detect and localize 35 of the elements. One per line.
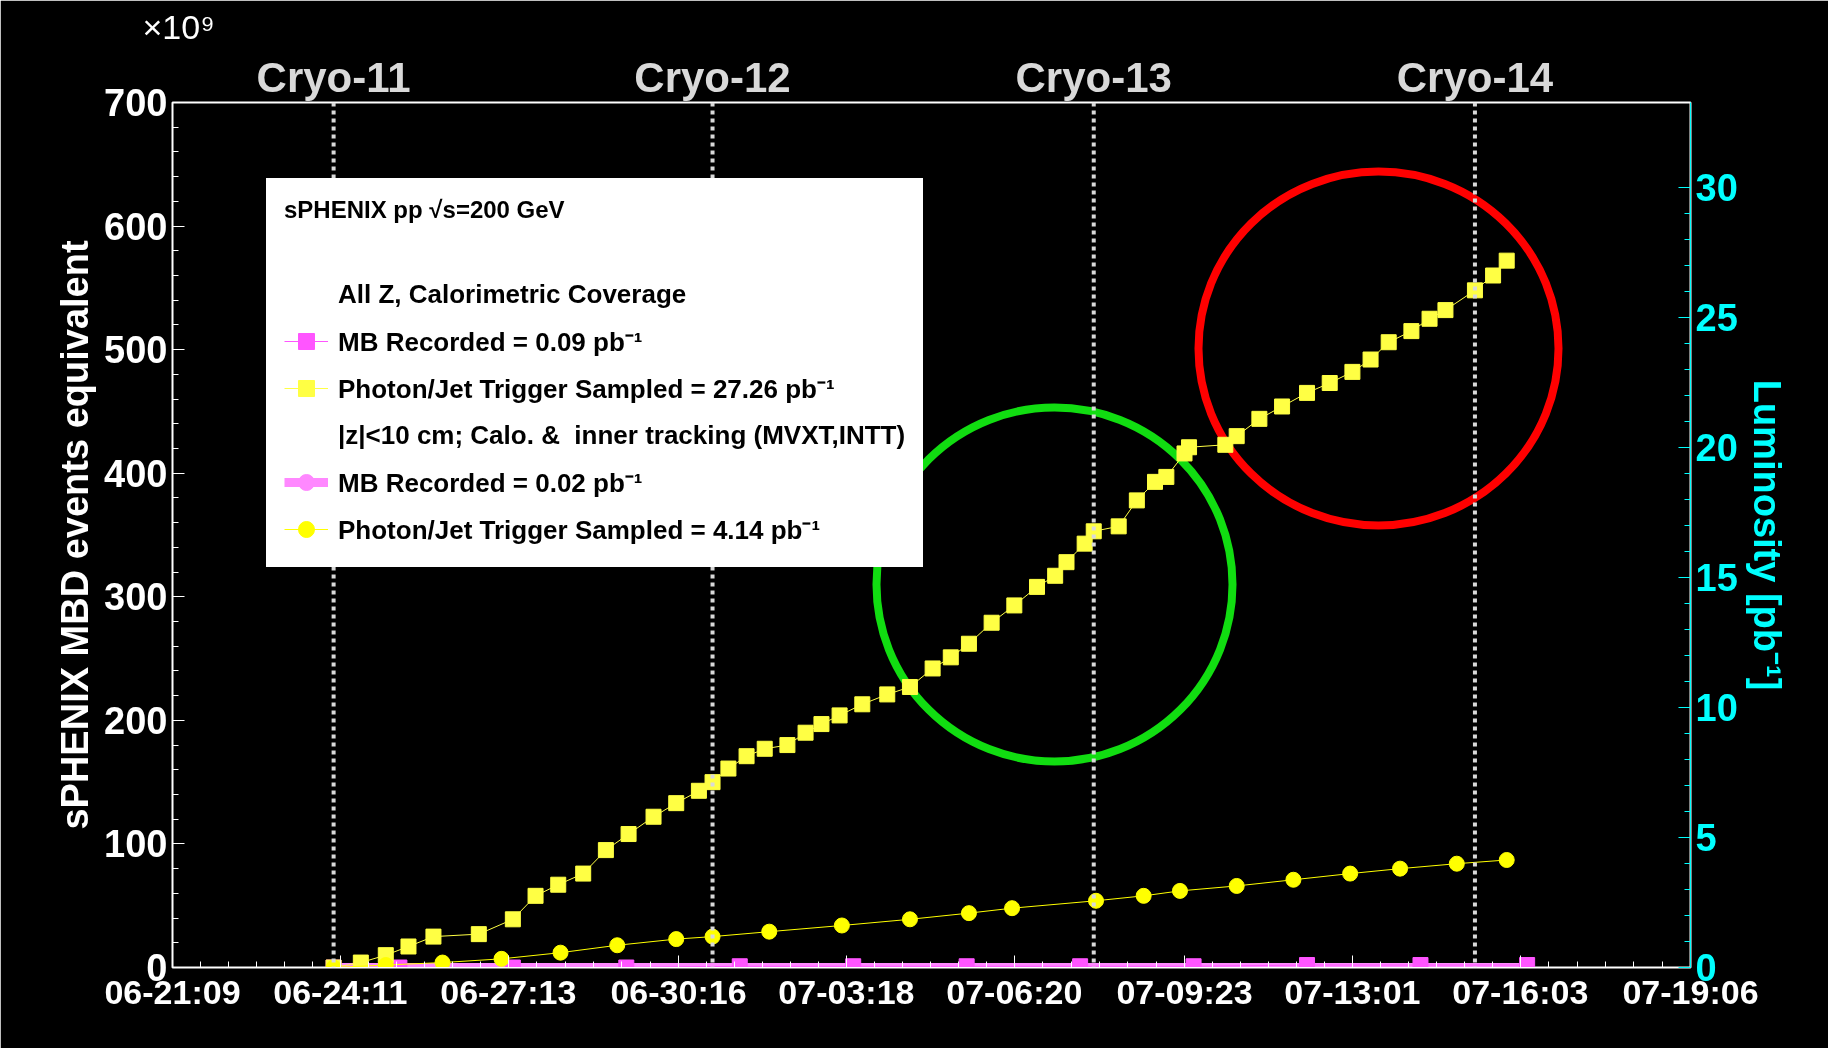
y-tick-label: 400 bbox=[104, 452, 168, 495]
y-tick-label: 100 bbox=[104, 823, 168, 866]
y-tick-label: 300 bbox=[104, 576, 168, 619]
y-axis-title: sPHENIX MBD events equivalent bbox=[54, 240, 97, 830]
legend-label: Photon/Jet Trigger Sampled = 4.14 pb⁻¹ bbox=[338, 514, 821, 547]
y2-tick-label: 30 bbox=[1695, 167, 1738, 210]
y2-axis-title: Luminosity [pb⁻¹] bbox=[1745, 379, 1788, 691]
x-tick-label: 07-03:18 bbox=[778, 972, 915, 1011]
x-tick-label: 07-16:03 bbox=[1452, 972, 1589, 1011]
y2-tick-label: 20 bbox=[1695, 427, 1738, 470]
y-tick-label: 500 bbox=[104, 329, 168, 372]
x-tick-label: 07-13:01 bbox=[1284, 972, 1421, 1011]
ref-line-label: Cryo-11 bbox=[256, 53, 411, 101]
x-tick-label: 06-30:16 bbox=[610, 972, 747, 1011]
ref-line-label: Cryo-13 bbox=[1015, 53, 1172, 101]
y-tick-label: 600 bbox=[104, 205, 168, 248]
x-tick-label: 07-09:23 bbox=[1116, 972, 1253, 1011]
text: ×10⁹ bbox=[142, 7, 215, 46]
y2-tick-label: 10 bbox=[1695, 687, 1738, 730]
x-tick-label: 06-24:11 bbox=[273, 972, 408, 1011]
legend-label: MB Recorded = 0.09 pb⁻¹ bbox=[338, 326, 643, 359]
legend-title: sPHENIX pp √s=200 GeV bbox=[284, 196, 566, 224]
x-tick-label: 07-06:20 bbox=[946, 972, 1083, 1011]
y-tick-label: 200 bbox=[104, 699, 168, 742]
y2-tick-label: 15 bbox=[1695, 557, 1738, 600]
legend-label: MB Recorded = 0.02 pb⁻¹ bbox=[338, 467, 643, 500]
y2-tick-label: 25 bbox=[1695, 297, 1738, 340]
annotation: |z|<10 cm; Calo. & inner tracking (MVXT,INTT) bbox=[338, 419, 906, 451]
legend-label: Photon/Jet Trigger Sampled = 27.26 pb⁻¹ bbox=[338, 373, 835, 406]
x-tick-label: 06-27:13 bbox=[440, 972, 577, 1011]
y-tick-label: 700 bbox=[104, 82, 168, 124]
annotation: All Z, Calorimetric Coverage bbox=[338, 278, 687, 310]
ref-line-label: Cryo-14 bbox=[1396, 53, 1554, 101]
ref-line-label: Cryo-12 bbox=[634, 53, 791, 101]
y2-tick-label: 5 bbox=[1695, 817, 1717, 859]
